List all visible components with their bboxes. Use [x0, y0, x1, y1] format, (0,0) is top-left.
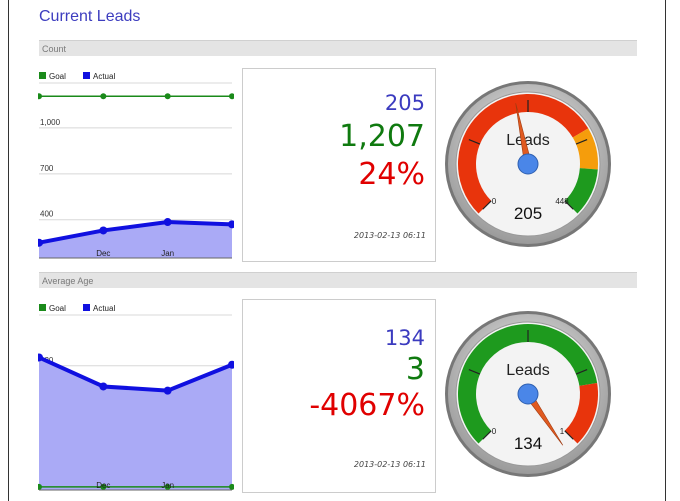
average-age-goal-value: 3: [405, 352, 425, 387]
actual-point: [163, 218, 172, 227]
x-tick-label: Dec: [96, 249, 110, 258]
actual-point: [99, 226, 108, 235]
legend-actual-swatch: [83, 304, 90, 311]
goal-point: [38, 483, 42, 490]
legend-goal-label: Goal: [49, 72, 66, 81]
y-tick-label: 400: [40, 210, 54, 219]
gauge-tick: [564, 200, 574, 210]
gauge-tick: [575, 368, 588, 375]
gauge-hub: [517, 153, 539, 175]
gauge-tick: [468, 368, 481, 375]
average-age-current-value: 134: [384, 326, 425, 350]
actual-line: [38, 220, 233, 245]
count-current-value: 205: [384, 91, 425, 115]
gauge-tick: [575, 138, 588, 145]
count-goal-value: 1,207: [339, 119, 425, 154]
actual-line: [38, 355, 233, 393]
gauge-min-label: 0: [492, 197, 497, 206]
legend-actual-label: Actual: [93, 304, 115, 313]
actual-point: [38, 353, 43, 362]
legend-goal-label: Goal: [49, 304, 66, 313]
count-percent-value: 24%: [358, 157, 425, 192]
average-age-percent-value: -4067%: [309, 388, 425, 423]
gauge-label: Leads: [506, 362, 550, 379]
gauge-band: [564, 383, 598, 444]
gauge-band: [458, 324, 598, 444]
gauge-tick: [482, 200, 492, 210]
dashboard-frame: [8, 0, 666, 501]
actual-point: [228, 360, 234, 369]
section-header-average-age: Average Age: [39, 272, 637, 288]
count-leads-gauge: Leads 0 448 205: [445, 81, 611, 247]
goal-point: [164, 483, 171, 490]
gauge-band: [572, 128, 598, 170]
gauge-band: [457, 93, 589, 214]
count-line-chart: Goal Actual 400 700 1,000 Dec Jan: [38, 72, 234, 259]
goal-point: [38, 93, 42, 100]
actual-point: [228, 220, 234, 229]
goal-point: [164, 93, 171, 100]
legend-actual-swatch: [83, 72, 90, 79]
legend-actual-label: Actual: [93, 72, 115, 81]
goal-point: [229, 93, 234, 100]
actual-point: [163, 386, 172, 395]
actual-point: [38, 238, 43, 247]
count-kpi-panel: 205 1,207 24% 2013-02-13 06:11: [242, 68, 436, 262]
page-title: Current Leads: [39, 8, 141, 25]
legend-goal-swatch: [39, 72, 46, 79]
average-age-kpi-panel: 134 3 -4067% 2013-02-13 06:11: [242, 299, 436, 493]
goal-point: [100, 483, 107, 490]
section-header-count: Count: [39, 40, 637, 56]
average-age-line-chart: GoalActual4080120DecJan: [38, 304, 234, 491]
gauge-tick: [564, 430, 574, 440]
gauge-value: 134: [514, 434, 542, 453]
actual-point: [99, 382, 108, 391]
gauge-tick: [468, 138, 481, 145]
goal-point: [229, 483, 234, 490]
x-tick-label: Jan: [161, 481, 174, 490]
actual-area: [39, 222, 232, 258]
gauge-band: [564, 168, 598, 214]
average-age-leads-gauge: Leads 0 1 134: [445, 311, 611, 477]
goal-point: [100, 93, 107, 100]
x-tick-label: Jan: [161, 249, 174, 258]
gauge-tick: [482, 430, 492, 440]
gauge-max-label: 1: [560, 427, 565, 436]
count-timestamp: 2013-02-13 06:11: [353, 231, 426, 240]
y-tick-label: 1,000: [40, 118, 61, 127]
y-tick-label: 700: [40, 164, 54, 173]
gauge-value: 205: [514, 204, 542, 223]
gauge-max-label: 448: [555, 197, 569, 206]
legend-goal-swatch: [39, 304, 46, 311]
gauge-label: Leads: [506, 132, 550, 149]
gauge-hub: [517, 383, 539, 405]
average-age-timestamp: 2013-02-13 06:11: [353, 460, 426, 469]
actual-area: [39, 357, 232, 490]
x-tick-label: Dec: [96, 481, 110, 490]
gauge-min-label: 0: [492, 427, 497, 436]
